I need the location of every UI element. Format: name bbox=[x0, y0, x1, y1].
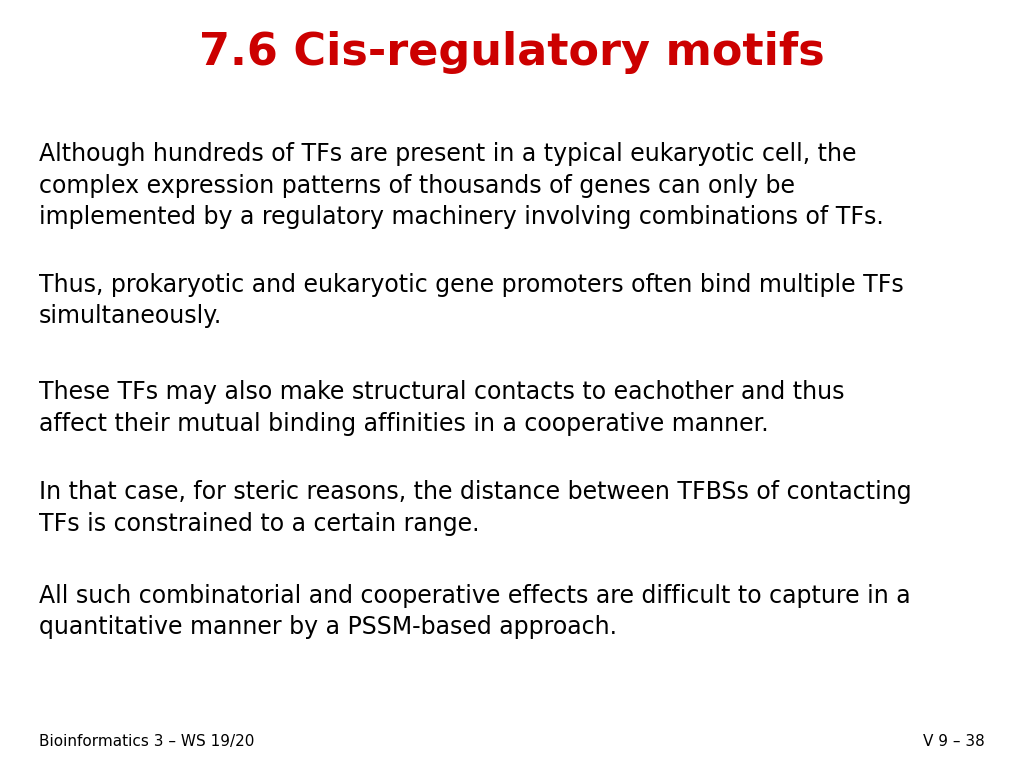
Text: These TFs may also make structural contacts to eachother and thus
affect their m: These TFs may also make structural conta… bbox=[39, 380, 845, 435]
Text: All such combinatorial and cooperative effects are difficult to capture in a
qua: All such combinatorial and cooperative e… bbox=[39, 584, 910, 639]
Text: 7.6 Cis-regulatory motifs: 7.6 Cis-regulatory motifs bbox=[199, 31, 825, 74]
Text: Bioinformatics 3 – WS 19/20: Bioinformatics 3 – WS 19/20 bbox=[39, 733, 254, 749]
Text: Although hundreds of TFs are present in a typical eukaryotic cell, the
complex e: Although hundreds of TFs are present in … bbox=[39, 142, 884, 230]
Text: V 9 – 38: V 9 – 38 bbox=[924, 733, 985, 749]
Text: Thus, prokaryotic and eukaryotic gene promoters often bind multiple TFs
simultan: Thus, prokaryotic and eukaryotic gene pr… bbox=[39, 273, 903, 328]
Text: In that case, for steric reasons, the distance between TFBSs of contacting
TFs i: In that case, for steric reasons, the di… bbox=[39, 480, 911, 535]
